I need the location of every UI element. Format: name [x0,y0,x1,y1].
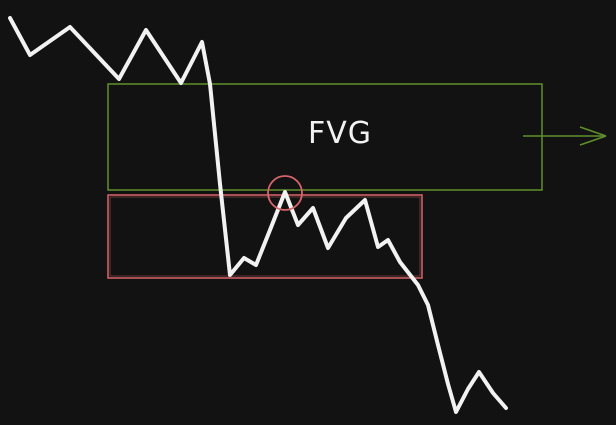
retest-circle [267,175,303,211]
fvg-zone-box [107,83,543,191]
fvg-label: FVG [308,116,372,151]
lower-zone-box [107,194,423,279]
lower-zone-inner-line [109,196,421,277]
fvg-extension-arrow-icon [523,126,607,146]
price-line [8,16,508,414]
